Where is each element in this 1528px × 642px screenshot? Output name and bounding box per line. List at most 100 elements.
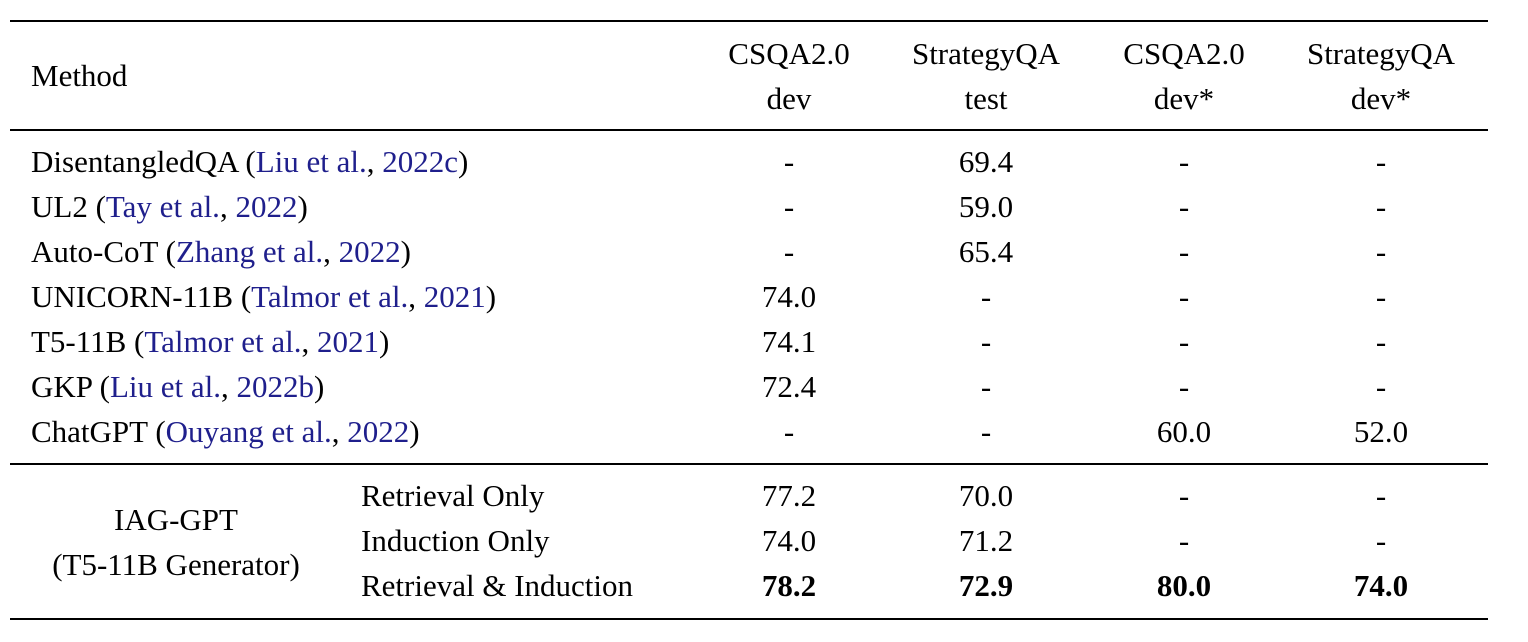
citation-authors: Talmor et al. <box>144 324 302 359</box>
score-cell: 65.4 <box>958 234 1014 269</box>
score-cell: - <box>1375 144 1387 179</box>
score-cell: 72.4 <box>761 369 817 404</box>
paren-open: ( <box>126 324 145 359</box>
citation-authors: Liu et al. <box>109 369 221 404</box>
citation-authors: Ouyang et al. <box>165 414 332 449</box>
score-cell: 69.4 <box>958 144 1014 179</box>
score-cell: 59.0 <box>958 189 1014 224</box>
citation-sep: , <box>219 189 236 224</box>
score-cell: - <box>1178 523 1190 558</box>
paren-close: ) <box>297 189 308 224</box>
citation-year: 2021 <box>316 324 379 359</box>
header-col-1-line1: CSQA2.0 <box>728 36 850 71</box>
citation-authors: Liu et al. <box>255 144 367 179</box>
paren-close: ) <box>400 234 411 269</box>
citation-authors: Talmor et al. <box>251 279 409 314</box>
score-cell: - <box>1375 189 1387 224</box>
paren-open: ( <box>157 234 176 269</box>
paren-close: ) <box>378 324 390 359</box>
method-cell: UNICORN-11B (Talmor et al., 2021) <box>31 279 496 315</box>
citation-authors: Zhang et al. <box>175 234 324 269</box>
header-col-4-line1: StrategyQA <box>1306 36 1456 71</box>
score-cell: - <box>783 189 795 224</box>
score-cell: 74.0 <box>761 523 817 558</box>
score-cell: - <box>783 414 795 449</box>
paren-open: ( <box>91 369 110 404</box>
score-cell: - <box>783 144 795 179</box>
method-cell: UL2 (Tay et al., 2022) <box>31 189 308 225</box>
score-cell: - <box>1375 324 1387 359</box>
paren-open: ( <box>237 144 256 179</box>
score-cell: - <box>1375 279 1387 314</box>
citation-sep: , <box>301 324 317 359</box>
method-name: UNICORN-11B <box>31 279 234 314</box>
score-cell: - <box>783 234 795 269</box>
citation-year: 2022c <box>382 144 459 179</box>
paren-open: ( <box>233 279 252 314</box>
method-cell: GKP (Liu et al., 2022b) <box>31 369 324 405</box>
citation-authors: Tay et al. <box>105 189 220 224</box>
score-cell: 74.0 <box>1353 568 1409 603</box>
score-cell: 77.2 <box>761 478 817 513</box>
iag-label-line1: IAG-GPT <box>114 502 238 537</box>
citation-year: 2022 <box>235 189 298 224</box>
section-rule <box>10 463 1488 465</box>
score-cell: - <box>1375 478 1387 513</box>
score-cell: - <box>1178 324 1190 359</box>
score-cell: 71.2 <box>958 523 1014 558</box>
bottom-rule <box>10 618 1488 620</box>
method-cell: Auto-CoT (Zhang et al., 2022) <box>31 234 411 270</box>
citation-year: 2022b <box>236 369 315 404</box>
score-cell: - <box>1375 234 1387 269</box>
method-name: Auto-CoT <box>31 234 158 269</box>
iag-variant: Induction Only <box>361 523 550 558</box>
score-cell: - <box>1178 144 1190 179</box>
method-cell: DisentangledQA (Liu et al., 2022c) <box>31 144 468 180</box>
iag-variant: Retrieval & Induction <box>361 568 634 603</box>
citation-year: 2022 <box>347 414 410 449</box>
score-cell: - <box>1375 369 1387 404</box>
score-cell: 72.9 <box>958 568 1014 603</box>
score-cell: - <box>1178 234 1190 269</box>
citation-sep: , <box>323 234 339 269</box>
iag-label-line2: (T5-11B Generator) <box>52 547 300 582</box>
score-cell: 74.0 <box>761 279 817 314</box>
score-cell: 60.0 <box>1156 414 1212 449</box>
method-name: ChatGPT <box>31 414 148 449</box>
paren-close: ) <box>485 279 497 314</box>
header-col-4-line2: dev* <box>1350 81 1412 116</box>
citation-sep: , <box>408 279 424 314</box>
citation-sep: , <box>331 414 348 449</box>
paren-close: ) <box>314 369 325 404</box>
method-name: DisentangledQA <box>31 144 238 179</box>
top-rule <box>10 20 1488 22</box>
citation-year: 2022 <box>338 234 401 269</box>
score-cell: - <box>980 414 992 449</box>
paren-open: ( <box>147 414 166 449</box>
header-col-1-line2: dev <box>766 81 812 116</box>
score-cell: 74.1 <box>761 324 817 359</box>
method-name: UL2 <box>31 189 88 224</box>
paren-open: ( <box>87 189 106 224</box>
method-name: T5-11B <box>31 324 127 359</box>
method-name: GKP <box>31 369 92 404</box>
score-cell: 70.0 <box>958 478 1014 513</box>
score-cell: 78.2 <box>761 568 817 603</box>
header-rule <box>10 129 1488 131</box>
citation-sep: , <box>366 144 383 179</box>
citation-sep: , <box>221 369 237 404</box>
score-cell: - <box>1178 369 1190 404</box>
iag-variant: Retrieval Only <box>361 478 545 513</box>
score-cell: 80.0 <box>1156 568 1212 603</box>
header-col-3-line2: dev* <box>1153 81 1215 116</box>
header-col-3-line1: CSQA2.0 <box>1123 36 1245 71</box>
citation-year: 2021 <box>423 279 486 314</box>
header-col-2-line2: test <box>964 81 1008 116</box>
score-cell: 52.0 <box>1353 414 1409 449</box>
score-cell: - <box>1178 478 1190 513</box>
score-cell: - <box>1375 523 1387 558</box>
header-method: Method <box>31 58 128 93</box>
score-cell: - <box>980 279 992 314</box>
score-cell: - <box>980 324 992 359</box>
score-cell: - <box>980 369 992 404</box>
